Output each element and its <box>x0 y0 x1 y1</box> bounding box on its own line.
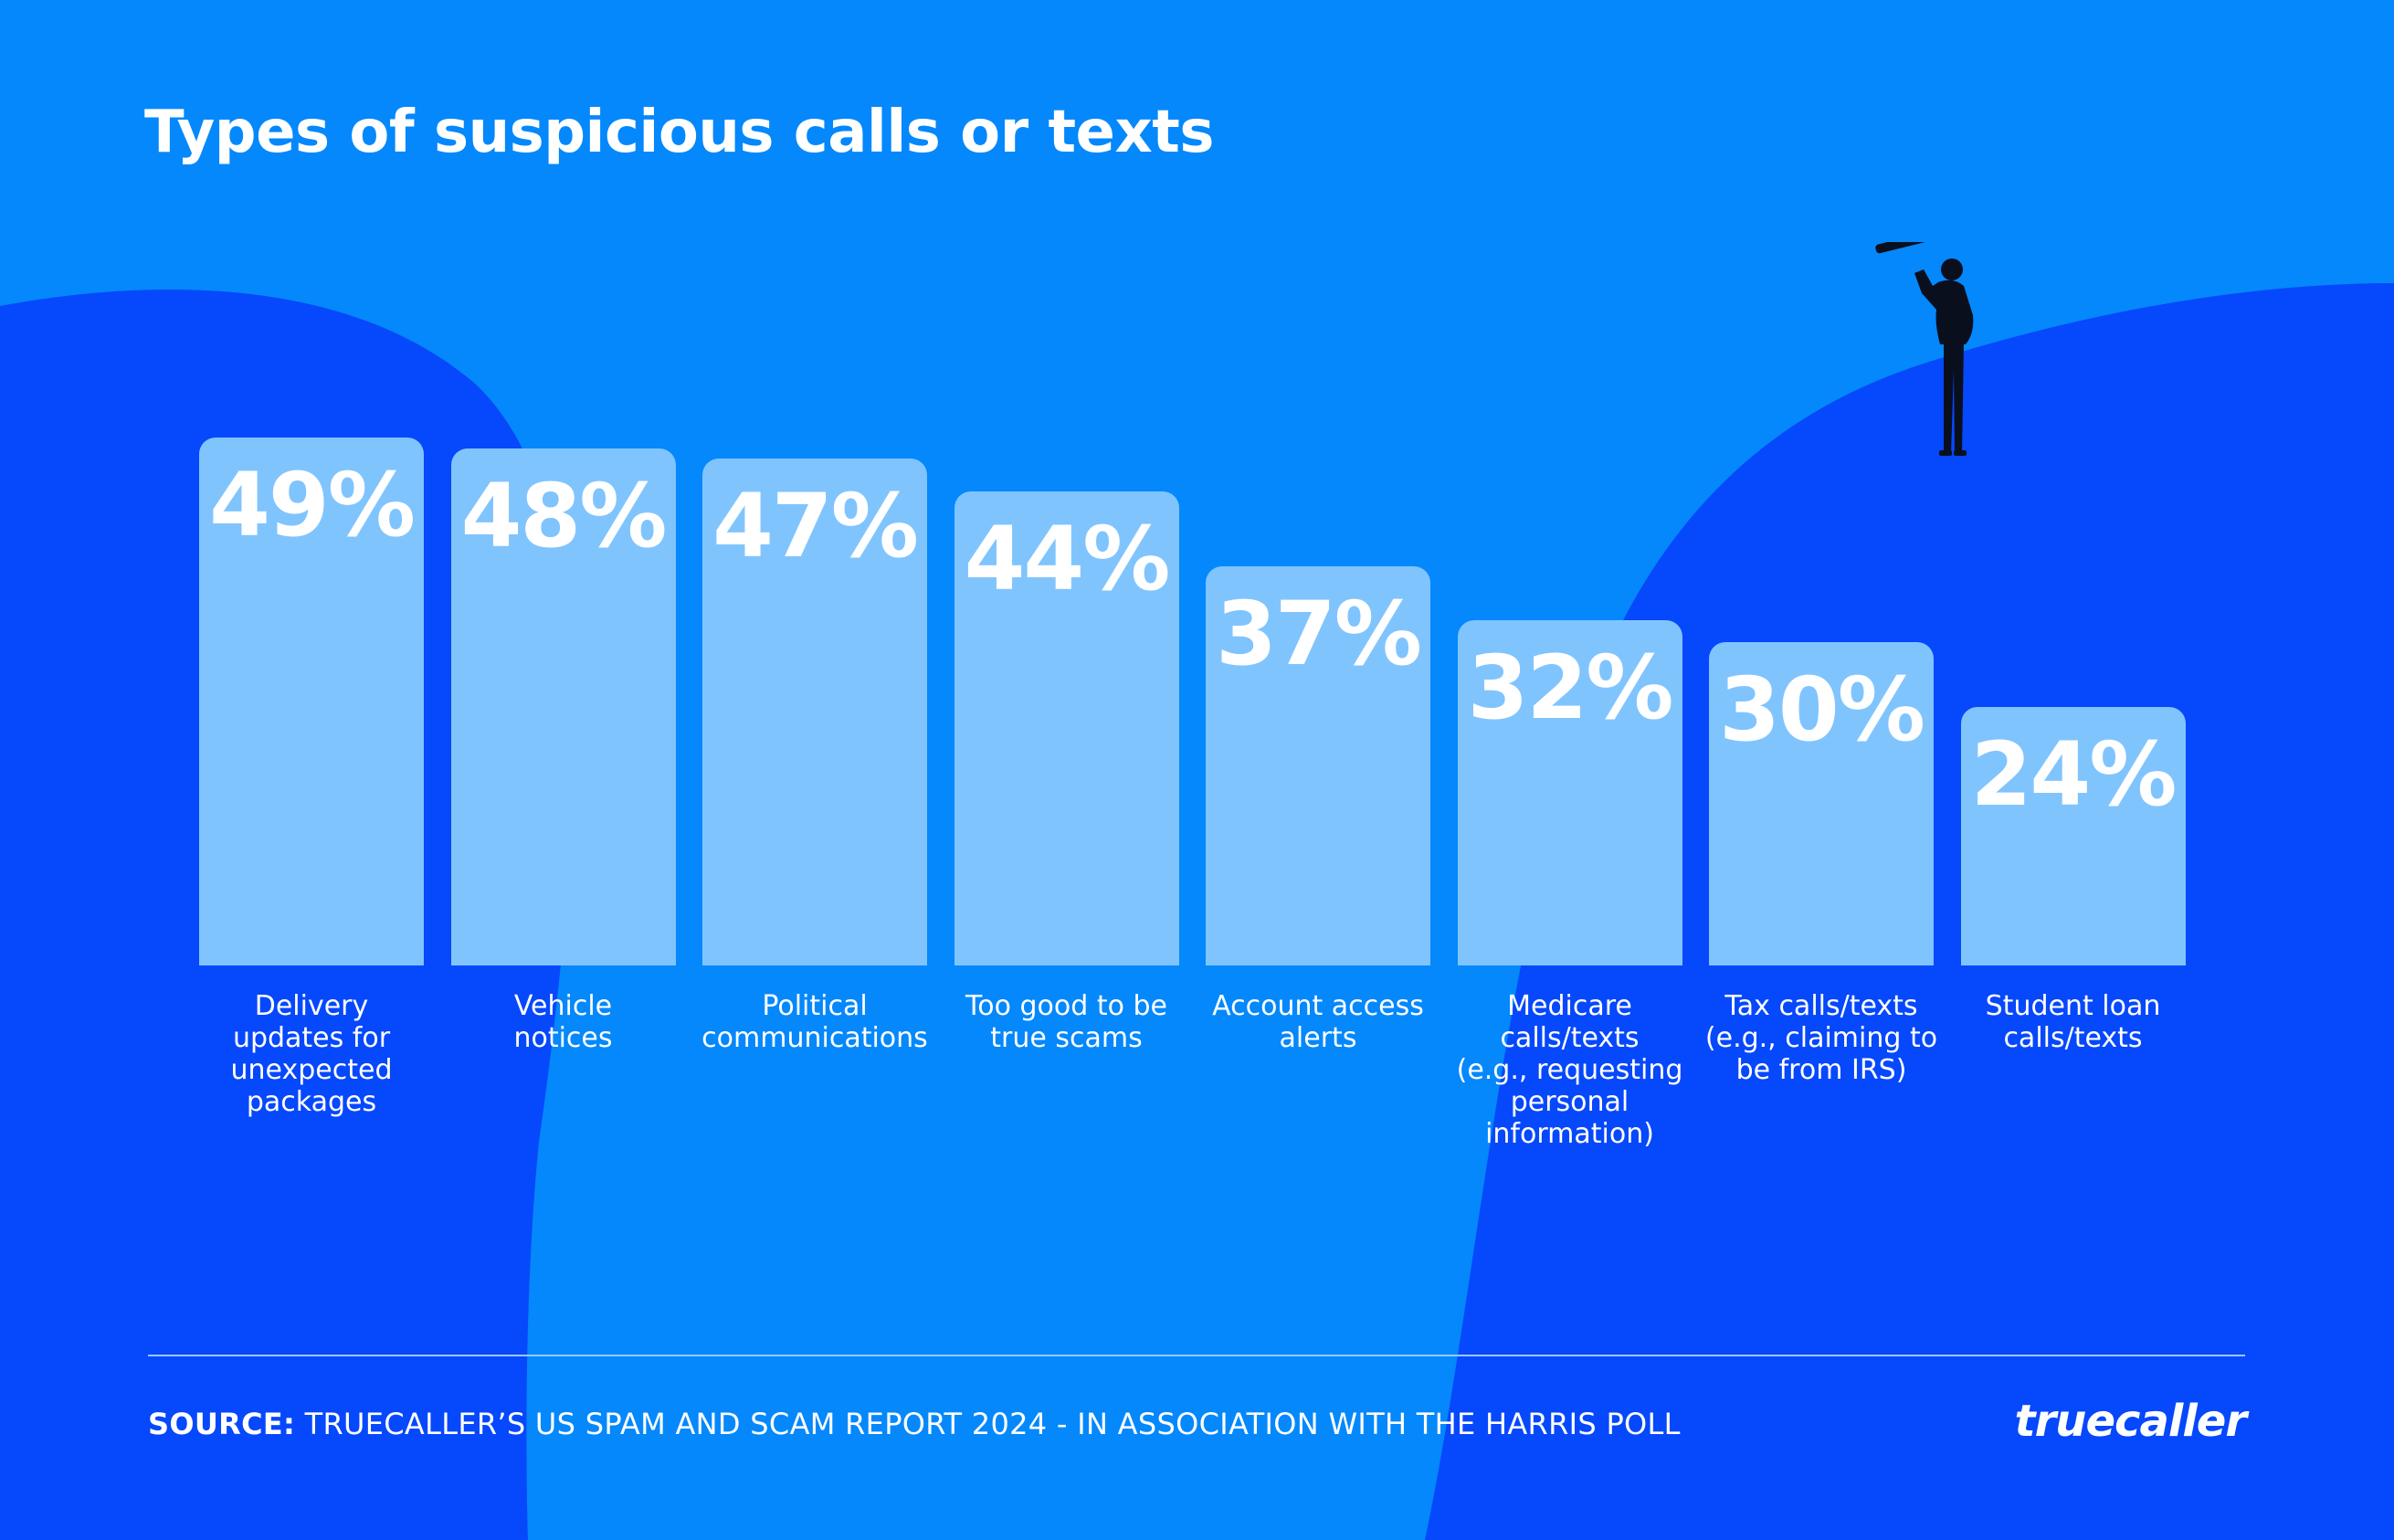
category-label: Too good to be true scams <box>944 990 1190 1054</box>
category-label-line: Medicare <box>1507 990 1632 1022</box>
category-label-line: notices <box>513 1022 613 1054</box>
source-label: SOURCE: <box>148 1407 296 1441</box>
bar-value-label: 24% <box>1970 723 2178 826</box>
bar: 44% <box>954 490 1179 965</box>
footer-divider <box>148 1355 2245 1356</box>
category-label-line: personal <box>1510 1086 1629 1118</box>
category-label-line: be from IRS) <box>1735 1054 1907 1086</box>
bar: 37% <box>1206 566 1430 965</box>
category-label-line: unexpected <box>230 1054 393 1086</box>
bar-value-label: 37% <box>1216 583 1422 686</box>
category-label-line: (e.g., requesting <box>1456 1054 1683 1086</box>
category-label-line: Political <box>762 990 868 1022</box>
source-text: TRUECALLER’S US SPAM AND SCAM REPORT 202… <box>304 1407 1681 1441</box>
category-label-line: calls/texts <box>2003 1022 2143 1054</box>
bar-value-label: 32% <box>1467 637 1674 740</box>
category-label-line: Delivery <box>254 990 369 1022</box>
category-label-line: information) <box>1485 1118 1654 1150</box>
category-label-line: true scams <box>990 1022 1143 1054</box>
category-label-line: Too good to be <box>965 990 1167 1022</box>
bar: 47% <box>702 459 927 965</box>
bar: 24% <box>1960 706 2186 965</box>
category-label-line: Account access <box>1212 990 1424 1022</box>
category-label-line: alerts <box>1279 1022 1357 1054</box>
category-label-line: calls/texts <box>1500 1022 1640 1054</box>
category-label-line: Student loan <box>1985 990 2161 1022</box>
category-label-line: communications <box>701 1022 928 1054</box>
bar-value-label: 48% <box>460 464 668 567</box>
category-label: Account access alerts <box>1195 990 1441 1054</box>
bar: 32% <box>1457 620 1682 965</box>
truecaller-logo: truecaller <box>2014 1396 2247 1447</box>
bar-value-label: 47% <box>712 475 919 578</box>
category-label: Political communications <box>691 990 938 1054</box>
bar: 30% <box>1709 642 1934 965</box>
category-label-line: packages <box>246 1086 377 1118</box>
category-label: Tax calls/texts (e.g., claiming to be from… <box>1698 990 1945 1086</box>
chart-title: Types of suspicious calls or texts <box>144 99 1214 166</box>
bar: 49% <box>199 437 424 965</box>
category-label: Vehicle notices <box>440 990 687 1054</box>
bar: 48% <box>450 448 676 965</box>
category-label-line: Vehicle <box>513 990 613 1022</box>
category-label-line: (e.g., claiming to <box>1704 1022 1938 1054</box>
bar-value-label: 44% <box>964 507 1171 610</box>
category-label: Medicare calls/texts (e.g., requesting pers… <box>1447 990 1693 1150</box>
bar-value-label: 30% <box>1719 659 1925 761</box>
category-label: Delivery updates for unexpected packages <box>188 990 435 1118</box>
bar-value-label: 49% <box>209 453 416 556</box>
category-label-line: Tax calls/texts <box>1724 990 1918 1022</box>
source-note: SOURCE: TRUECALLER’S US SPAM AND SCAM RE… <box>148 1407 1681 1441</box>
man-with-telescope-icon <box>1875 242 1974 456</box>
category-label-line: updates for <box>232 1022 391 1054</box>
category-label: Student loan calls/texts <box>1950 990 2197 1054</box>
